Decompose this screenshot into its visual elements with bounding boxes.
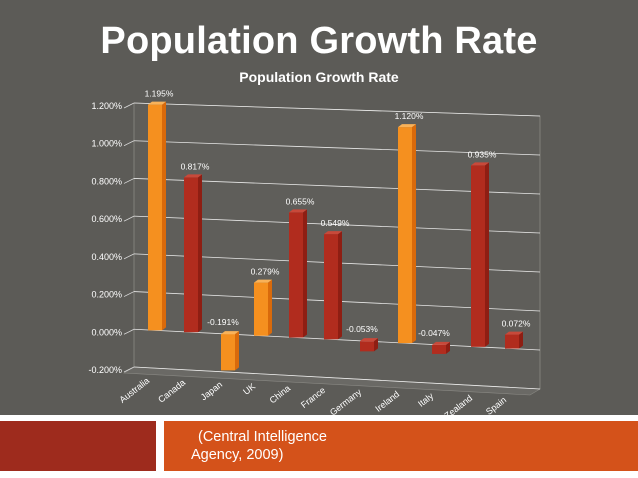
bar-side [485, 162, 489, 347]
bar-side [303, 209, 307, 338]
y-tick-label: 0.200% [91, 290, 122, 300]
data-label: -0.047% [418, 328, 450, 338]
bar-uk [254, 282, 268, 336]
bar-china [289, 212, 303, 338]
chart-title: Population Growth Rate [239, 69, 399, 85]
footer-bottom-edge [0, 471, 638, 478]
gridline-side [123, 291, 135, 297]
slide-title: Population Growth Rate [100, 20, 538, 62]
bar-france [324, 234, 338, 340]
gridline [133, 140, 541, 156]
y-tick-label: 0.400% [91, 252, 122, 262]
bar-side [519, 331, 523, 349]
gridline [133, 102, 541, 117]
bar-side [162, 101, 166, 331]
bar-japan [221, 334, 235, 371]
footer-band [164, 421, 638, 471]
bar-italy [432, 344, 446, 354]
data-label: 1.120% [395, 111, 424, 121]
bar-side [235, 331, 239, 371]
bar-side [338, 231, 342, 340]
gridline-side [123, 102, 135, 109]
bar-top [360, 338, 378, 342]
bar-top [398, 124, 416, 128]
bar-top [289, 209, 307, 213]
bar-side [412, 124, 416, 344]
bar-spain [505, 334, 519, 349]
bar-side [198, 174, 202, 333]
gridline-side [123, 215, 135, 222]
bar-top [324, 231, 342, 235]
gridline-side [123, 140, 135, 147]
gridline [133, 366, 541, 390]
x-tick-label: Spain [484, 395, 508, 417]
y-tick-label: 0.600% [91, 214, 122, 224]
bar-top [432, 341, 450, 345]
x-tick-label: Germany [328, 387, 364, 418]
y-tick-label: 0.000% [91, 327, 122, 337]
x-tick-label: France [299, 385, 327, 410]
bar-germany [360, 341, 374, 352]
data-label: 0.279% [251, 267, 280, 277]
x-tick-label: Canada [156, 377, 187, 404]
y-tick-label: 1.200% [91, 101, 122, 111]
source-line-1: (Central Intelligence [198, 429, 327, 445]
x-tick-label: China [268, 383, 293, 405]
bar-australia [148, 104, 162, 331]
data-label: 0.817% [181, 161, 210, 171]
bar-canada [184, 177, 198, 333]
bar-side [446, 341, 450, 354]
footer-separator [156, 421, 164, 471]
bar-top [221, 331, 239, 335]
y-tick-label: 1.000% [91, 139, 122, 149]
bar-new-zealand [471, 165, 485, 347]
x-tick-label: Ireland [373, 389, 401, 414]
x-tick-label: Italy [416, 391, 436, 409]
data-label: 0.655% [286, 196, 315, 206]
x-tick-label: Australia [117, 375, 151, 404]
source-citation: (Central Intelligence Agency, 2009) [191, 428, 431, 464]
data-label: 0.549% [321, 218, 350, 228]
bar-ireland [398, 127, 412, 344]
y-tick-label: -0.200% [88, 365, 122, 375]
bar-top [505, 331, 523, 335]
bar-top [148, 101, 166, 105]
bar-top [184, 174, 202, 178]
data-label: 0.935% [468, 149, 497, 159]
data-label: 0.072% [502, 319, 531, 329]
data-label: -0.191% [207, 317, 239, 327]
gridline-side [123, 178, 135, 184]
bar-top [254, 279, 272, 283]
gridline-side [123, 328, 135, 335]
footer-accent-block [0, 421, 156, 471]
data-label: 1.195% [145, 89, 174, 99]
footer-divider [0, 415, 638, 421]
bar-top [471, 162, 489, 166]
gridline-side [123, 253, 135, 260]
y-tick-label: 0.800% [91, 176, 122, 186]
data-label: -0.053% [346, 324, 378, 334]
x-tick-label: UK [241, 381, 257, 397]
bar-side [268, 279, 272, 336]
source-line-2: Agency, 2009) [191, 447, 284, 463]
gridline-side [123, 366, 135, 373]
x-tick-label: Japan [199, 379, 224, 402]
bar-side [374, 338, 378, 352]
